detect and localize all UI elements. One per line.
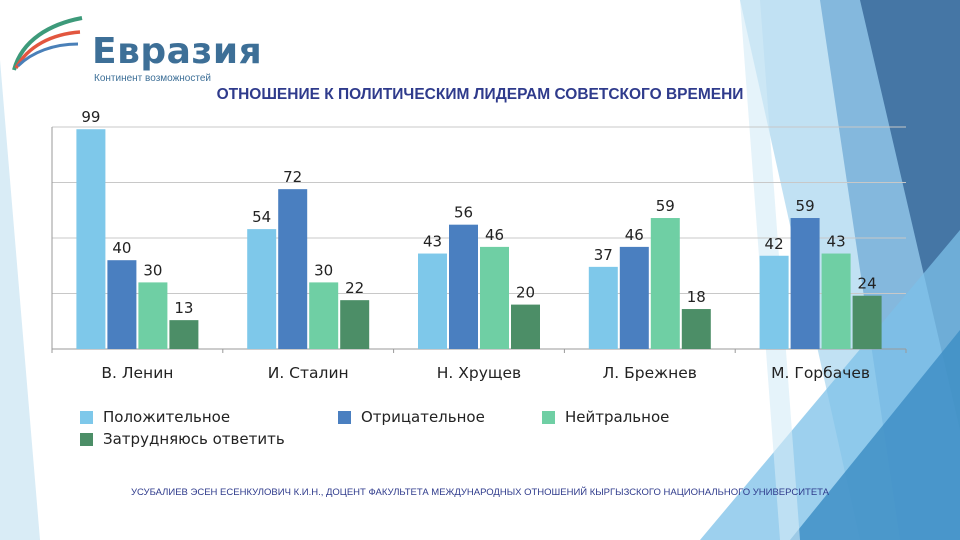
bar-neutral [650, 218, 680, 349]
bar-positive [247, 229, 277, 349]
legend-swatch-negative [338, 410, 351, 424]
data-label: 13 [174, 299, 193, 317]
x-tick-label: Н. Хрущев [437, 364, 521, 382]
data-label: 72 [283, 168, 302, 186]
data-label: 30 [143, 261, 162, 279]
bar-negative [790, 218, 820, 349]
legend-item-neutral: Нейтральное [542, 408, 669, 426]
legend-label-neutral: Нейтральное [565, 408, 670, 426]
right-decor-shape-5 [790, 330, 960, 540]
bar-negative [107, 260, 137, 349]
bar-positive [76, 129, 106, 349]
footer-author: УСУБАЛИЕВ ЭСЕН ЕСЕНКУЛОВИЧ К.И.Н., ДОЦЕН… [130, 487, 830, 498]
data-label: 46 [485, 226, 504, 244]
bar-unsure [169, 320, 199, 349]
data-label: 99 [81, 108, 100, 126]
bar-unsure [340, 300, 370, 349]
logo-name: Евразия [92, 31, 263, 72]
data-label: 46 [625, 226, 644, 244]
data-label: 37 [594, 246, 613, 264]
bar-unsure [681, 309, 711, 349]
legend-item-unsure: Затрудняюсь ответить [80, 430, 285, 448]
data-label: 43 [827, 233, 846, 251]
bar-unsure [511, 304, 540, 349]
legend-item-negative: Отрицательное [338, 408, 485, 426]
left-decor-shape [0, 60, 40, 540]
data-label: 54 [252, 208, 271, 226]
chart-title: ОТНОШЕНИЕ К ПОЛИТИЧЕСКИМ ЛИДЕРАМ СОВЕТСК… [216, 86, 744, 103]
bar-unsure [852, 295, 882, 349]
x-tick-label: Л. Брежнев [603, 364, 697, 382]
legend-swatch-positive [80, 410, 93, 424]
x-tick-label: В. Ленин [101, 364, 173, 382]
legend: Положительное Отрицательное Нейтральное … [80, 408, 700, 452]
legend-label-unsure: Затрудняюсь ответить [103, 430, 285, 448]
data-label: 20 [516, 284, 535, 302]
bar-negative [449, 224, 478, 349]
bar-positive [759, 255, 789, 349]
data-label: 24 [858, 275, 877, 293]
data-label: 18 [687, 288, 706, 306]
legend-swatch-unsure [80, 432, 93, 446]
data-label: 42 [765, 235, 784, 253]
bar-negative [278, 189, 308, 349]
data-label: 56 [454, 204, 473, 222]
data-label: 30 [314, 261, 333, 279]
data-label: 59 [656, 197, 675, 215]
data-label: 43 [423, 233, 442, 251]
bar-neutral [138, 282, 168, 349]
data-label: 40 [112, 239, 131, 257]
bar-negative [619, 246, 649, 349]
data-label: 22 [345, 279, 364, 297]
bar-neutral [821, 253, 851, 349]
logo-tagline: Континент возможностей [94, 73, 211, 84]
legend-swatch-neutral [542, 410, 555, 424]
x-tick-label: И. Сталин [268, 364, 349, 382]
x-tick-label: М. Горбачев [771, 364, 870, 382]
bar-positive [418, 253, 447, 349]
bar-neutral [309, 282, 339, 349]
bar-positive [588, 266, 618, 349]
logo: Евразия Континент возможностей [10, 10, 262, 84]
data-label: 59 [796, 197, 815, 215]
legend-label-negative: Отрицательное [361, 408, 485, 426]
legend-item-positive: Положительное [80, 408, 230, 426]
logo-swoosh-icon [12, 16, 83, 71]
bar-neutral [480, 246, 509, 349]
legend-label-positive: Положительное [103, 408, 231, 426]
